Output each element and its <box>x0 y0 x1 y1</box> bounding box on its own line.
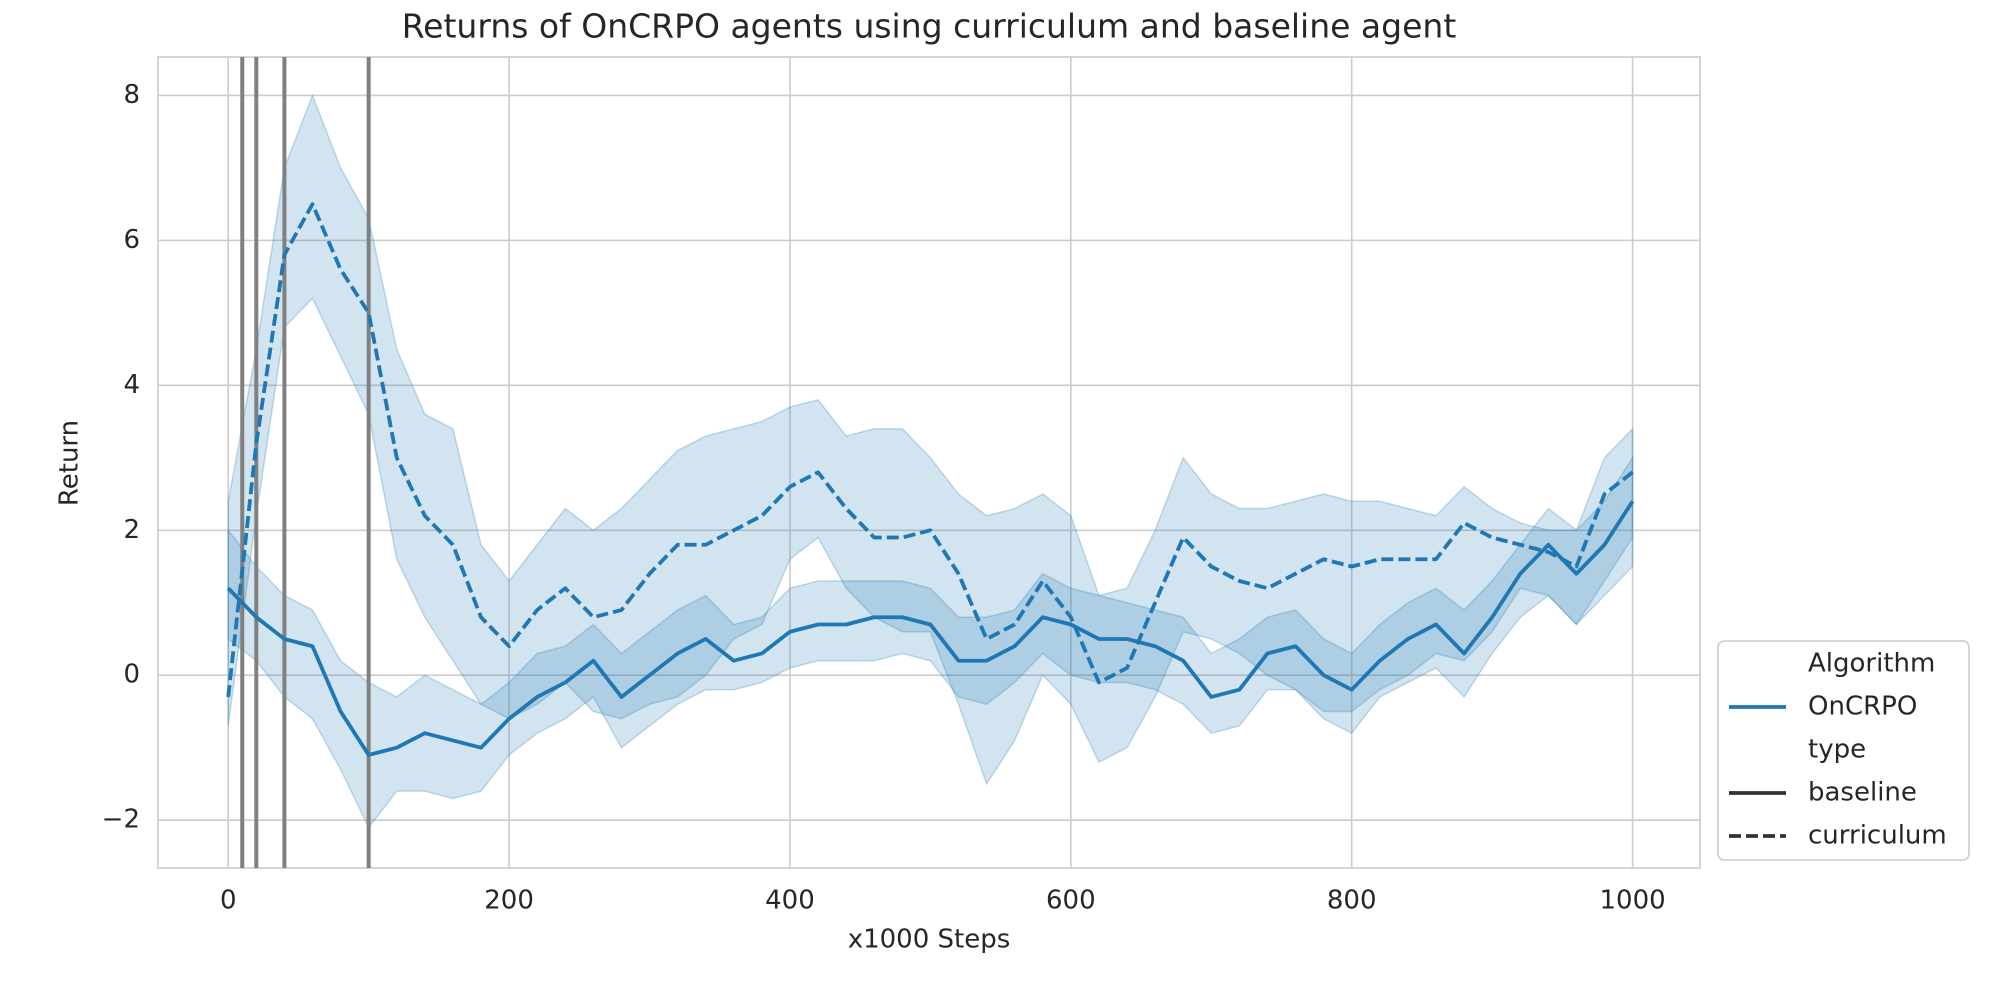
x-tick-label: 200 <box>484 886 534 916</box>
legend-box <box>1717 640 1970 861</box>
confidence-band <box>227 455 1634 829</box>
chart-title: Returns of OnCRPO agents using curriculu… <box>402 7 1457 46</box>
plot-frame <box>157 56 1701 869</box>
y-tick-label: 2 <box>123 515 140 545</box>
x-tick-label: 600 <box>1046 886 1096 916</box>
x-tick-label: 0 <box>220 886 237 916</box>
x-tick-label: 400 <box>765 886 815 916</box>
legend-title: Algorithm <box>1808 649 1935 679</box>
y-axis-label: Return <box>55 420 85 506</box>
y-tick-label: −2 <box>102 805 140 835</box>
x-axis-label: x1000 Steps <box>848 925 1011 955</box>
legend-label: baseline <box>1808 778 1917 808</box>
legend-title: type <box>1808 735 1866 765</box>
x-tick-label: 800 <box>1327 886 1377 916</box>
x-tick-label: 1000 <box>1600 886 1666 916</box>
y-tick-label: 6 <box>123 225 140 255</box>
legend-label: curriculum <box>1808 821 1947 851</box>
legend-label: OnCRPO <box>1808 692 1917 722</box>
y-tick-label: 8 <box>123 80 140 110</box>
confidence-band <box>227 93 1634 786</box>
y-tick-label: 0 <box>123 660 140 690</box>
y-tick-label: 4 <box>123 370 140 400</box>
series-line <box>226 500 1635 757</box>
series-line <box>226 202 1634 698</box>
